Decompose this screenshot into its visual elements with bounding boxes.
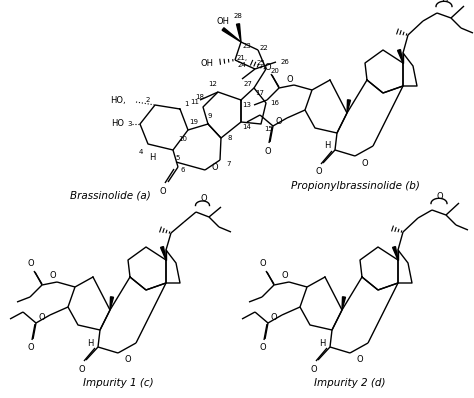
Text: O: O	[271, 314, 277, 322]
Text: 14: 14	[243, 124, 251, 130]
Text: 8: 8	[228, 135, 232, 141]
Text: O: O	[282, 271, 288, 281]
Text: 6: 6	[181, 167, 185, 173]
Text: 20: 20	[271, 68, 280, 74]
Text: H: H	[319, 339, 325, 347]
Polygon shape	[110, 297, 113, 310]
Text: 2: 2	[146, 97, 150, 103]
Text: O: O	[437, 192, 443, 201]
Text: 28: 28	[234, 13, 242, 19]
Polygon shape	[237, 24, 241, 42]
Text: O: O	[79, 365, 85, 373]
Text: O: O	[264, 146, 271, 156]
Text: O: O	[125, 355, 131, 365]
Text: OH: OH	[217, 16, 229, 25]
Text: Brassinolide (a): Brassinolide (a)	[70, 191, 150, 201]
Text: O: O	[27, 343, 34, 353]
Text: 1: 1	[184, 101, 188, 107]
Text: O: O	[362, 158, 368, 168]
Text: O: O	[276, 117, 283, 125]
Text: 17: 17	[255, 90, 264, 96]
Polygon shape	[342, 297, 346, 310]
Text: O: O	[310, 365, 317, 373]
Text: 16: 16	[271, 100, 280, 106]
Text: HO,: HO,	[110, 96, 126, 105]
Text: O: O	[39, 314, 46, 322]
Text: 11: 11	[191, 99, 200, 105]
Text: O: O	[357, 355, 363, 365]
Text: 10: 10	[179, 136, 188, 142]
Polygon shape	[161, 246, 166, 260]
Text: O: O	[260, 259, 266, 269]
Text: 23: 23	[243, 43, 251, 49]
Text: 19: 19	[190, 119, 199, 125]
Text: 12: 12	[209, 81, 218, 87]
Text: O: O	[200, 194, 207, 203]
Text: 27: 27	[244, 81, 253, 87]
Text: O: O	[264, 62, 271, 72]
Polygon shape	[222, 28, 241, 42]
Text: 15: 15	[264, 126, 273, 132]
Text: O: O	[442, 0, 448, 4]
Text: 7: 7	[227, 161, 231, 167]
Text: 9: 9	[208, 113, 212, 119]
Text: Impurity 2 (d): Impurity 2 (d)	[314, 378, 386, 388]
Text: 4: 4	[139, 149, 143, 155]
Text: O: O	[50, 271, 56, 281]
Polygon shape	[398, 50, 403, 63]
Text: O: O	[287, 74, 293, 84]
Text: 25: 25	[256, 60, 265, 66]
Text: 18: 18	[195, 94, 204, 100]
Text: 3: 3	[128, 121, 132, 127]
Text: H: H	[324, 142, 330, 150]
Polygon shape	[347, 100, 350, 113]
Text: H: H	[149, 152, 155, 162]
Text: OH: OH	[201, 59, 213, 68]
Text: HO: HO	[111, 119, 125, 129]
Text: O: O	[212, 164, 219, 172]
Text: O: O	[27, 259, 34, 269]
Text: 21,: 21,	[237, 55, 247, 61]
Polygon shape	[392, 246, 398, 260]
Text: Propionylbrassinolide (b): Propionylbrassinolide (b)	[291, 181, 419, 191]
Text: O: O	[260, 343, 266, 353]
Text: Impurity 1 (c): Impurity 1 (c)	[82, 378, 153, 388]
Text: 24: 24	[237, 62, 246, 68]
Text: H: H	[87, 339, 93, 347]
Text: 22: 22	[260, 45, 268, 51]
Text: 5: 5	[176, 155, 180, 161]
Text: 26: 26	[281, 59, 290, 65]
Text: O: O	[160, 187, 166, 195]
Text: 13: 13	[243, 102, 252, 108]
Text: O: O	[316, 168, 322, 176]
